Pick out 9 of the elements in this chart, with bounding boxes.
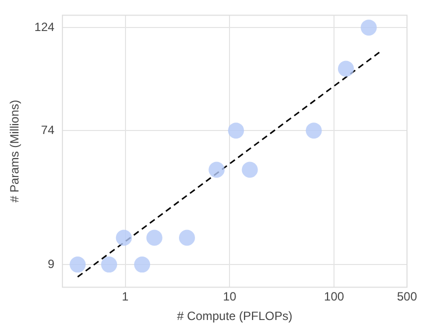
x-tick-label: 10 bbox=[222, 290, 237, 304]
x-tick-label: 100 bbox=[324, 290, 344, 304]
x-tick-label: 500 bbox=[396, 290, 418, 304]
x-tick-label: 1 bbox=[122, 290, 129, 304]
y-tick-label: 9 bbox=[48, 256, 55, 271]
y-tick-label: 74 bbox=[41, 122, 55, 137]
x-axis-title: # Compute (PFLOPs) bbox=[177, 309, 292, 324]
y-tick-label: 124 bbox=[34, 20, 55, 34]
y-axis-title: # Params (Millions) bbox=[8, 100, 22, 203]
